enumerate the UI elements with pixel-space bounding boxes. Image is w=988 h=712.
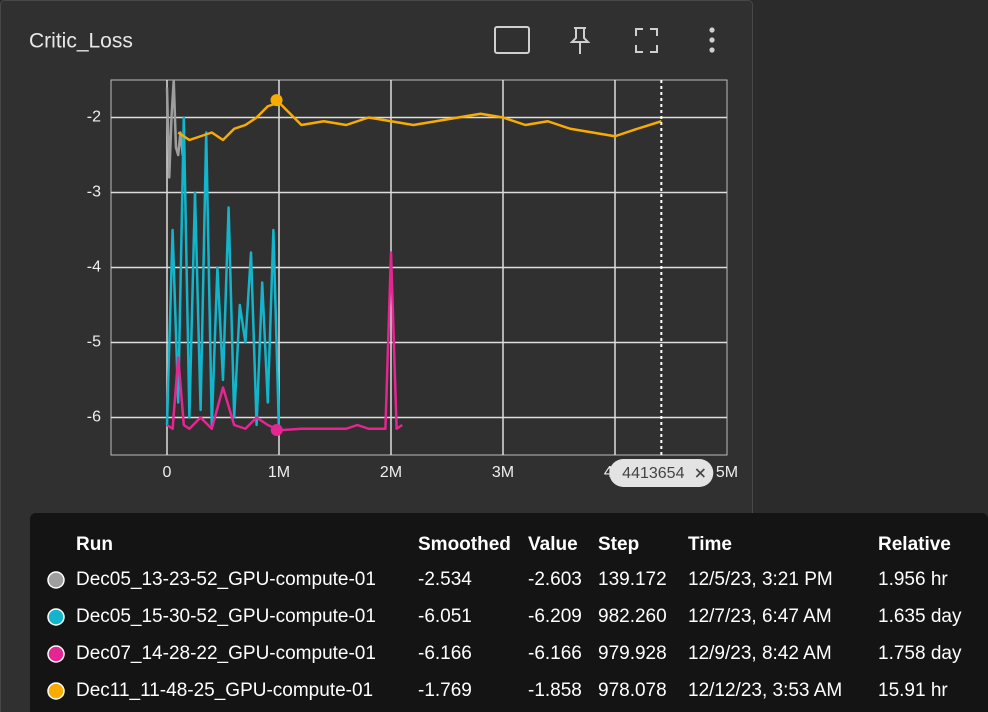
- cell: -6.166: [418, 643, 472, 664]
- cell: Dec05_13-23-52_GPU-compute-01: [76, 569, 376, 590]
- cell: -6.166: [528, 643, 582, 664]
- cell: -2.534: [418, 569, 472, 590]
- cell: Dec07_14-28-22_GPU-compute-01: [76, 643, 376, 664]
- cell: -2.603: [528, 569, 582, 590]
- cell: -6.209: [528, 606, 582, 627]
- chart-title: Critic_Loss: [29, 30, 133, 53]
- x-tick-label: 0: [163, 464, 172, 481]
- x-tick-label: 5M: [716, 464, 738, 481]
- y-tick-label: -3: [87, 184, 101, 201]
- y-tick-label: -5: [87, 334, 101, 351]
- column-header: Value: [528, 534, 578, 555]
- series-line: [177, 101, 662, 142]
- cell: 1.758 day: [878, 643, 962, 664]
- menu-icon[interactable]: [709, 27, 715, 53]
- run-swatch: [47, 682, 65, 700]
- column-header: Time: [688, 534, 732, 555]
- cell: Dec05_15-30-52_GPU-compute-01: [76, 606, 376, 627]
- column-header: Relative: [878, 534, 951, 555]
- cursor-chip: [609, 459, 714, 487]
- cell: -1.858: [528, 680, 582, 701]
- cell: 12/12/23, 3:53 AM: [688, 680, 842, 701]
- cell: 1.956 hr: [878, 569, 948, 590]
- cell: -1.769: [418, 680, 472, 701]
- x-tick-label: 1M: [268, 464, 290, 481]
- column-header: Run: [76, 534, 113, 555]
- cell: 12/9/23, 8:42 AM: [688, 643, 832, 664]
- hover-point: [270, 94, 283, 107]
- cell: 1.635 day: [878, 606, 962, 627]
- series-line: [165, 80, 186, 179]
- cell: 978.078: [598, 680, 667, 701]
- y-tick-label: -2: [87, 109, 101, 126]
- run-swatch: [47, 571, 65, 589]
- tooltip-box: [30, 513, 988, 712]
- cell: 15.91 hr: [878, 680, 948, 701]
- cell: 982.260: [598, 606, 667, 627]
- series-line: [166, 251, 403, 432]
- pin-icon[interactable]: [569, 27, 591, 54]
- cell: Dec11_11-48-25_GPU-compute-01: [76, 680, 373, 701]
- series-group: [165, 80, 662, 433]
- run-swatch: [47, 608, 65, 626]
- cell: 12/5/23, 3:21 PM: [688, 569, 833, 590]
- cell: 139.172: [598, 569, 667, 590]
- cell: 12/7/23, 6:47 AM: [688, 606, 832, 627]
- column-header: Smoothed: [418, 534, 511, 555]
- cell: 979.928: [598, 643, 667, 664]
- x-tick-label: 3M: [492, 464, 514, 481]
- fullscreen-icon[interactable]: [635, 28, 658, 53]
- hover-point: [270, 423, 283, 436]
- x-tick-label: 2M: [380, 464, 402, 481]
- y-tick-label: -4: [87, 259, 101, 276]
- series-line: [165, 116, 281, 433]
- column-header: Step: [598, 534, 639, 555]
- y-tick-label: -6: [87, 409, 101, 426]
- cell: -6.051: [418, 606, 472, 627]
- fit-icon[interactable]: [494, 26, 530, 54]
- cursor-close: [695, 468, 705, 478]
- run-swatch: [47, 645, 65, 663]
- cursor-label: 4413654: [622, 465, 684, 482]
- toolbar[interactable]: [494, 26, 658, 54]
